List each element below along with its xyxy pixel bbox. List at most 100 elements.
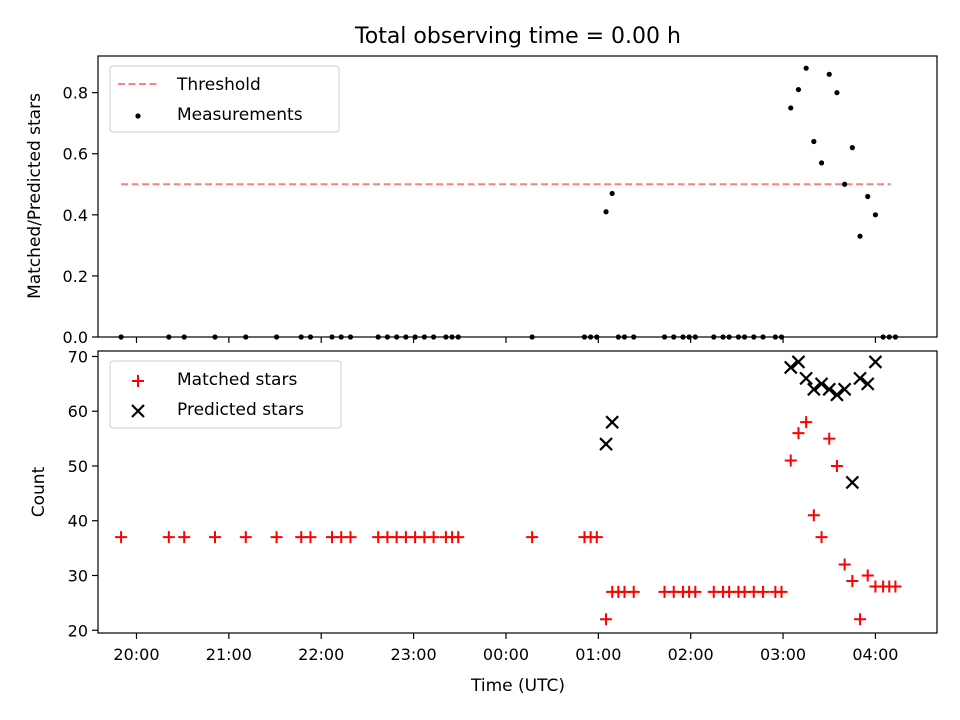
matched-star-point (452, 531, 465, 544)
legend-box (109, 360, 342, 429)
predicted-star-point (799, 371, 813, 386)
count-y-axis-label: Count (29, 466, 49, 517)
predicted-star-point (814, 377, 829, 391)
matched-star-point (344, 531, 357, 544)
matched-star-point (178, 531, 191, 544)
matched-star-point (815, 531, 828, 544)
measurement-point (609, 190, 615, 197)
legend-matched-swatch (132, 375, 144, 387)
matched-star-point (800, 416, 813, 429)
matched-star-point (861, 569, 874, 582)
count-y-tick-label: 50 (68, 457, 88, 476)
matched-star-point (689, 585, 702, 598)
legend-label: Threshold (176, 75, 261, 95)
predicted-star-point (830, 388, 844, 402)
matched-star-point (854, 613, 867, 626)
ratio-y-ticks: 0.0 0.2 0.4 0.6 0.8 (63, 84, 98, 347)
matched-star-point (838, 558, 851, 571)
measurement-point (865, 193, 871, 200)
matched-star-point (115, 531, 128, 544)
ratio-y-tick-label: 0.2 (63, 267, 88, 286)
matched-star-point (846, 574, 859, 587)
count-x-tick-label: 22:00 (298, 645, 344, 664)
ratio-x-ticks (135, 337, 877, 343)
predicted-star-point (599, 437, 613, 451)
count-legend: Matched stars Predicted stars (109, 360, 342, 429)
legend-label: Measurements (177, 105, 303, 125)
count-y-tick-label: 20 (68, 621, 88, 640)
matched-star-point (427, 531, 440, 544)
predicted-star-point (860, 377, 875, 391)
predicted-star-point (783, 360, 798, 375)
ratio-y-tick-label: 0.4 (63, 206, 88, 225)
matched-star-point (889, 580, 902, 593)
count-y-tick-label: 70 (68, 347, 88, 366)
measurement-point (811, 138, 817, 145)
legend-box (109, 65, 340, 133)
matched-star-point (757, 585, 770, 598)
matched-star-point (830, 459, 843, 472)
measurement-point (834, 90, 840, 96)
count-x-ticks: 20:00 21:00 22:00 23:00 00:00 01:00 02:00 03:00… (113, 633, 898, 664)
predicted-star-point (845, 475, 860, 490)
matched-star-point (600, 613, 613, 626)
matched-star-point (784, 454, 797, 467)
matched-star-point (807, 509, 820, 522)
ratio-y-axis-label: Matched/Predicted stars (25, 93, 45, 299)
predicted-star-point (853, 371, 867, 386)
count-x-tick-label: 21:00 (206, 645, 252, 664)
count-y-tick-label: 60 (68, 402, 88, 421)
ratio-legend: Threshold Measurements (109, 65, 340, 133)
count-x-tick-label: 04:00 (852, 645, 898, 664)
count-y-ticks: 20 30 40 50 60 70 (68, 347, 98, 640)
count-x-tick-label: 20:00 (113, 645, 159, 664)
measurement-point (603, 209, 609, 215)
matched-star-point (627, 585, 640, 598)
count-y-tick-label: 40 (68, 512, 88, 531)
measurement-point (857, 233, 863, 239)
predicted-star-point (822, 382, 837, 397)
ratio-y-tick-label: 0.6 (63, 145, 88, 164)
count-x-tick-label: 00:00 (483, 645, 529, 664)
matched-star-point (792, 427, 805, 440)
count-axes-frame (97, 350, 938, 634)
predicted-star-point (791, 355, 806, 369)
matched-star-point (823, 432, 836, 445)
measurement-point (842, 181, 848, 187)
matched-star-point (775, 585, 788, 598)
ratio-axes-frame (97, 55, 938, 338)
matched-star-point (304, 531, 317, 544)
figure-title: Total observing time = 0.00 h (354, 24, 681, 49)
measurement-point (872, 212, 879, 218)
count-x-tick-label: 23:00 (391, 645, 437, 664)
legend-predicted-swatch (131, 404, 145, 418)
measurement-point (849, 145, 855, 151)
legend-measurement-swatch (135, 113, 141, 119)
count-panel: 20 30 40 50 60 70 20:00 21:00 22:00 23:00 00:00 01… (29, 347, 938, 696)
count-x-tick-label: 02:00 (668, 645, 714, 664)
matched-star-point (162, 531, 175, 544)
ratio-panel: 0.00.20.40.60.8 Matched/Predicted stars … (25, 55, 938, 347)
count-y-tick-label: 30 (68, 567, 88, 586)
matched-star-point (270, 531, 283, 544)
legend-label: Predicted stars (177, 400, 304, 420)
predicted-star-point (837, 382, 852, 397)
legend-label: Matched stars (177, 370, 297, 390)
measurement-point (826, 71, 832, 77)
matched-star-point (590, 531, 603, 544)
measurement-point (788, 105, 794, 111)
count-x-tick-label: 01:00 (575, 645, 621, 664)
count-plot-area (115, 355, 902, 626)
matched-star-point (239, 531, 252, 544)
matched-star-point (208, 531, 221, 544)
predicted-star-point (605, 415, 619, 429)
predicted-star-point (868, 355, 883, 369)
count-x-axis-label: Time (UTC) (470, 676, 565, 696)
ratio-y-tick-label: 0.0 (63, 328, 88, 347)
count-x-tick-label: 03:00 (760, 645, 806, 664)
ratio-y-tick-label: 0.8 (63, 84, 88, 103)
predicted-star-point (807, 382, 821, 397)
measurement-point (803, 65, 809, 71)
measurement-point (818, 160, 825, 166)
